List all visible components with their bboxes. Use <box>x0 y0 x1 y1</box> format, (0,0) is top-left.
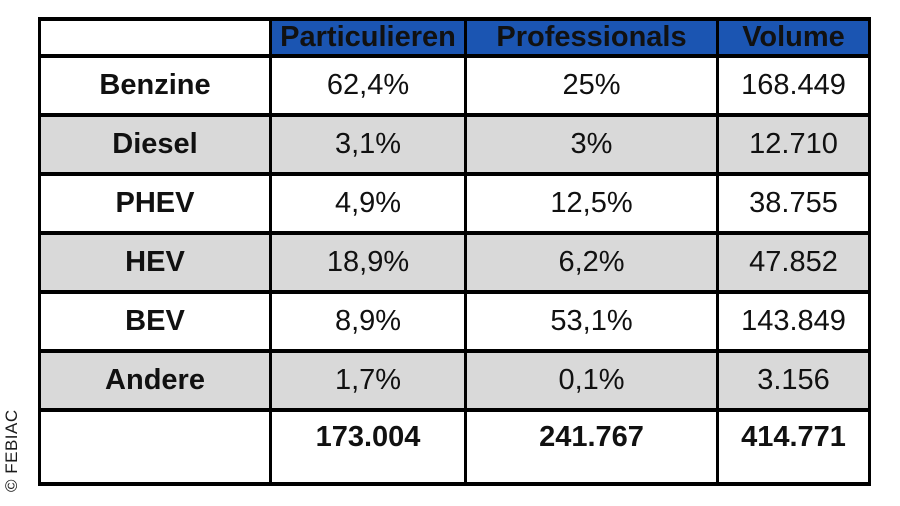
row-label: BEV <box>38 290 272 354</box>
cell-volume: 12.710 <box>716 113 871 177</box>
cell-particulieren: 8,9% <box>269 290 467 354</box>
cell-professionals: 53,1% <box>464 290 719 354</box>
powertrain-share-table: Particulieren Professionals Volume Benzi… <box>38 17 871 486</box>
cell-volume: 3.156 <box>716 349 871 413</box>
cell-volume: 38.755 <box>716 172 871 236</box>
total-volume: 414.771 <box>716 408 871 486</box>
cell-particulieren: 4,9% <box>269 172 467 236</box>
cell-professionals: 0,1% <box>464 349 719 413</box>
cell-particulieren: 62,4% <box>269 53 467 118</box>
table-row-phev: PHEV 4,9% 12,5% 38.755 <box>38 172 871 236</box>
table-row-diesel: Diesel 3,1% 3% 12.710 <box>38 113 871 177</box>
total-professionals: 241.767 <box>464 408 719 486</box>
header-particulieren: Particulieren <box>269 17 467 58</box>
cell-professionals: 6,2% <box>464 231 719 295</box>
cell-volume: 168.449 <box>716 53 871 118</box>
header-empty-cell <box>38 17 272 58</box>
row-label: Andere <box>38 349 272 413</box>
table-row-hev: HEV 18,9% 6,2% 47.852 <box>38 231 871 295</box>
table-row-totals: 173.004 241.767 414.771 <box>38 408 871 486</box>
cell-particulieren: 3,1% <box>269 113 467 177</box>
cell-volume: 47.852 <box>716 231 871 295</box>
row-label: Benzine <box>38 53 272 118</box>
row-label: PHEV <box>38 172 272 236</box>
table-row-bev: BEV 8,9% 53,1% 143.849 <box>38 290 871 354</box>
table-row-andere: Andere 1,7% 0,1% 3.156 <box>38 349 871 413</box>
cell-volume: 143.849 <box>716 290 871 354</box>
cell-particulieren: 18,9% <box>269 231 467 295</box>
row-label: Diesel <box>38 113 272 177</box>
total-particulieren: 173.004 <box>269 408 467 486</box>
totals-empty-cell <box>38 408 272 486</box>
cell-professionals: 25% <box>464 53 719 118</box>
table-row-benzine: Benzine 62,4% 25% 168.449 <box>38 53 871 118</box>
febiac-credit: © FEBIAC <box>2 409 21 492</box>
cell-particulieren: 1,7% <box>269 349 467 413</box>
header-professionals: Professionals <box>464 17 719 58</box>
row-label: HEV <box>38 231 272 295</box>
header-row: Particulieren Professionals Volume <box>38 17 871 58</box>
cell-professionals: 3% <box>464 113 719 177</box>
cell-professionals: 12,5% <box>464 172 719 236</box>
header-volume: Volume <box>716 17 871 58</box>
